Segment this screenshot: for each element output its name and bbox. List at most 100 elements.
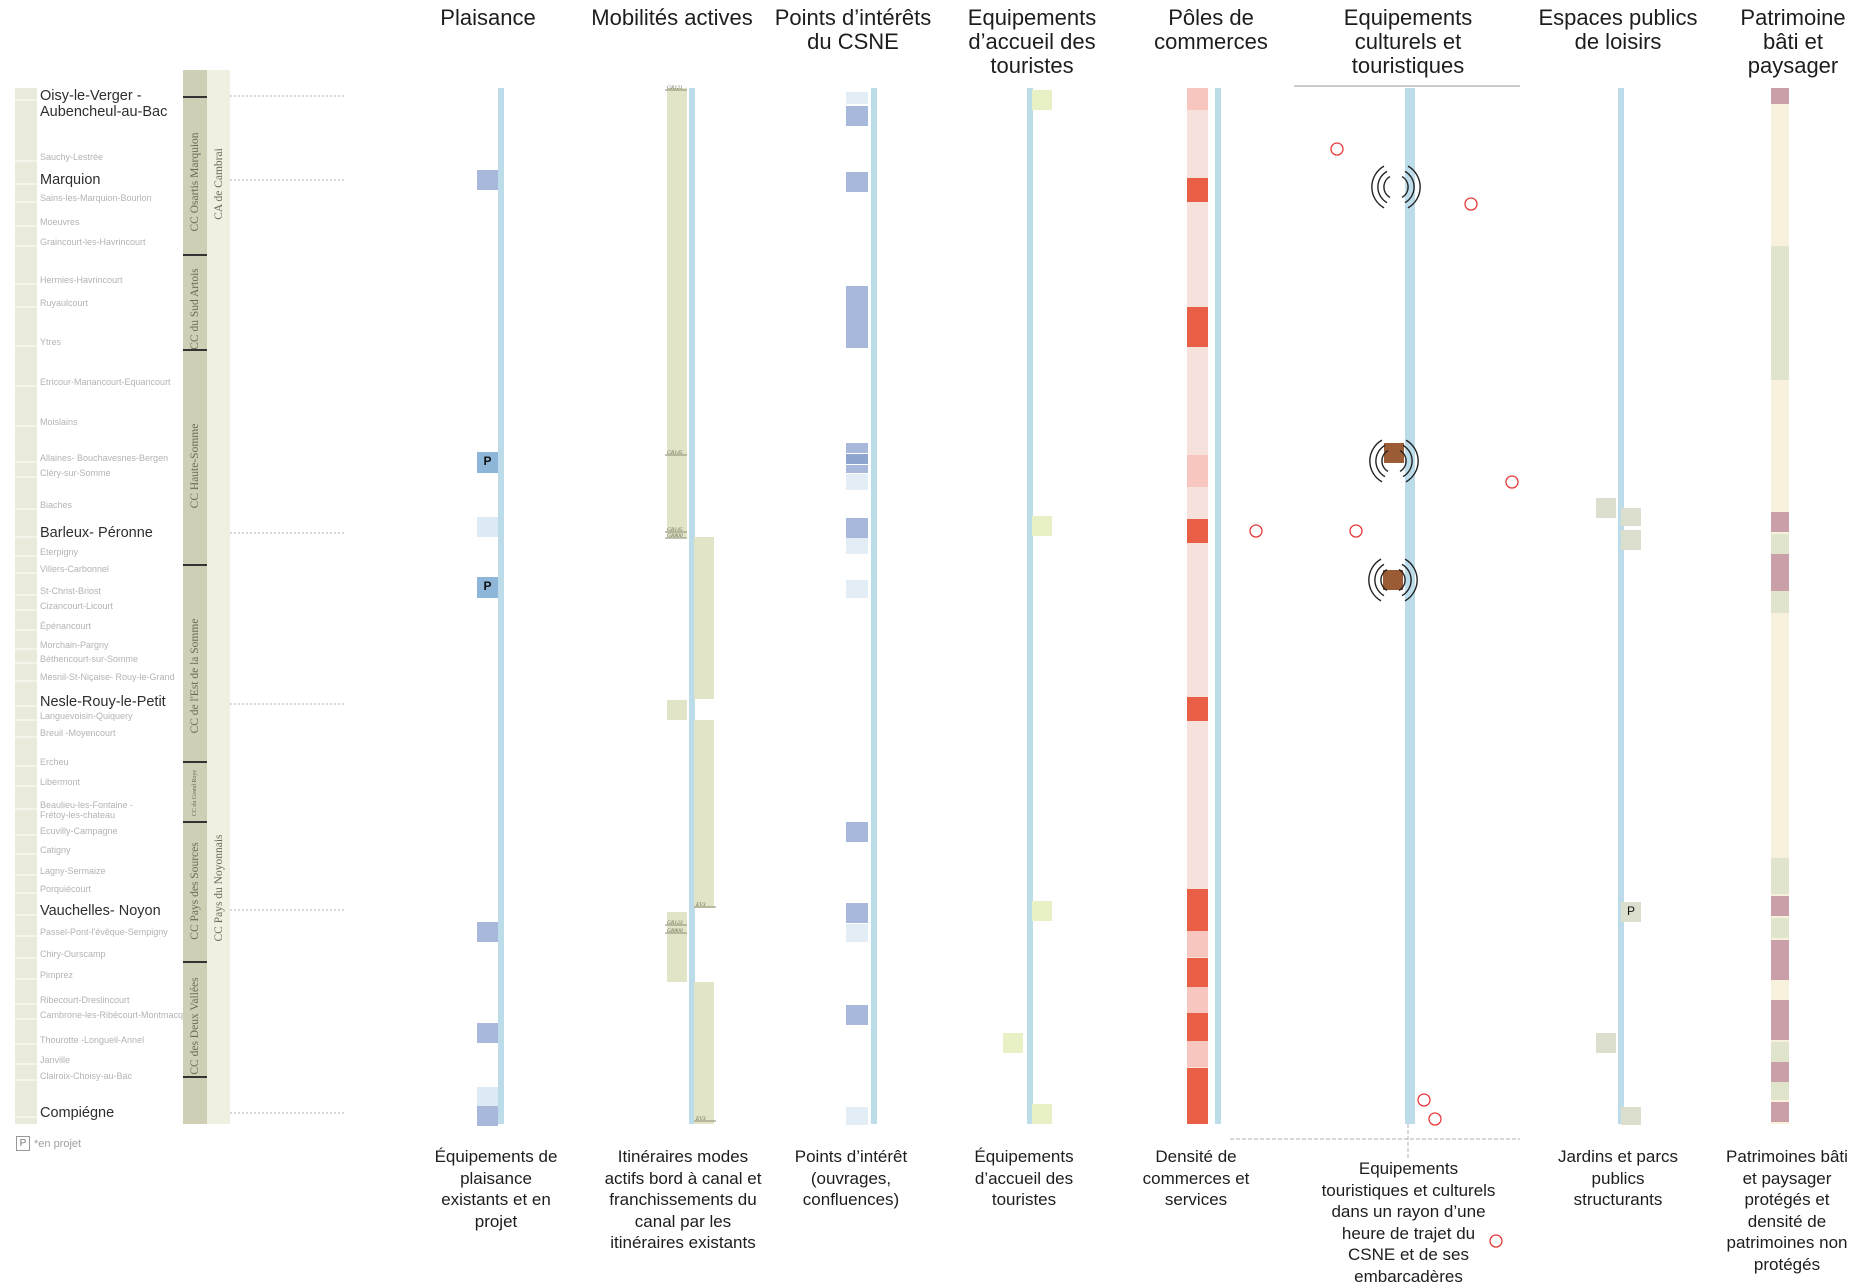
town-label: Ercheu [40,757,69,767]
legend-project-box: P [16,1136,30,1151]
caption-patrimoine: Patrimoines bâti et paysager protégés et… [1726,1147,1848,1274]
title-mobilites: Mobilités actives [591,5,753,30]
title-culturels: Equipements culturels et touristiques [1343,5,1473,78]
heritage-segment [1771,896,1789,916]
town-label: Morchain-Pargny [40,640,109,650]
plaisance-equipment [477,517,498,537]
broadcast-icon [1398,568,1406,592]
town-label: Libermont [40,777,81,787]
commerce-density [1187,519,1208,543]
town-label-major: Nesle-Rouy-le-Petit [40,694,166,710]
accueil-equipment [1032,901,1052,921]
remote-attraction-ring [1249,524,1263,538]
caption-accueil: Équipements d’accueil des touristes [974,1147,1074,1209]
heritage-segment [1771,1042,1789,1062]
cultural-equipment [1384,443,1404,463]
point-interet [846,580,868,598]
town-label-major: Compiégne [40,1105,115,1121]
remote-attraction-ring [1505,475,1519,489]
trail-label: EV3 [695,1116,706,1122]
canal-line [1405,88,1411,1124]
point-interet [846,518,868,538]
trail-segment [667,700,687,720]
point-interet [846,474,868,490]
cultural-equipment [1383,570,1403,590]
remote-attraction-ring [1330,142,1344,156]
public-space [1596,1033,1616,1053]
trail-label: GR800 [667,533,683,539]
heritage-segment [1771,88,1789,104]
commerce-density [1187,455,1208,487]
town-label: Villers-Carbonnel [40,564,109,574]
town-label: Ruyaulcourt [40,298,89,308]
town-strip [15,88,37,1124]
town-label: Eterpigny [40,547,79,557]
heritage-segment [1771,1102,1789,1122]
accueil-equipment [1032,1104,1052,1124]
broadcast-icon [1383,175,1391,199]
broadcast-icon [1407,165,1421,209]
town-label: Janville [40,1055,71,1065]
remote-attraction-ring [1417,1093,1431,1107]
point-interet [846,1005,868,1025]
town-label: Graincourt-les-Havrincourt [40,237,146,247]
canal-line [871,88,877,1124]
broadcast-icon [1404,558,1418,602]
heritage-segment [1771,918,1789,938]
commerce-density [1187,931,1208,957]
public-space [1621,1107,1641,1125]
public-space [1621,902,1641,922]
town-label: Mesnil-St-Niçaise- Rouy-le-Grand [40,672,175,682]
plaisance-equipment [477,170,498,190]
canal-line [1618,88,1624,1124]
point-interet [846,92,868,104]
town-label: Épénancourt [40,621,92,631]
commerce-density [1187,1041,1208,1067]
broadcast-icon [1377,170,1388,204]
title-poles-commerces: Pôles de commerces [1154,5,1268,54]
legend-project-text: *en projet [34,1138,82,1150]
trail-label: GR121 [667,85,683,91]
heritage-segment [1771,534,1789,554]
commerce-density [1187,88,1208,110]
broadcast-icon [1380,568,1388,592]
town-label: Catigny [40,845,71,855]
commerce-density [1187,697,1208,721]
town-label: Béthencourt-sur-Somme [40,654,139,664]
town-label: Thourotte -Longueil-Annel [40,1035,145,1045]
broadcast-icon [1374,563,1385,597]
plaisance-equipment [477,922,498,942]
broadcast-icon [1369,439,1383,483]
point-interet [846,1107,868,1125]
public-space [1621,530,1641,550]
point-interet [846,286,868,348]
title-espaces-publics: Espaces publics de loisirs [1538,5,1698,54]
caption-culturels: Equipements touristiques et culturels da… [1321,1159,1496,1286]
town-label: Beaulieu-les-Fontaine - Frétoy-les-chatea… [40,800,134,820]
point-interet [846,465,868,473]
point-interet [846,903,868,923]
point-interet [846,454,868,464]
trail-segment [667,912,687,982]
plaisance-project [477,577,498,598]
town-label: Porquiécourt [40,884,92,894]
accueil-equipment [1032,90,1052,110]
broadcast-icon [1405,439,1419,483]
commerce-density [1187,1013,1208,1041]
commerce-density [1187,178,1208,202]
broadcast-icon [1404,170,1415,204]
plaisance-equipment [477,1023,498,1043]
town-label: St-Christ-Briost [40,586,102,596]
town-label: Pimprez [40,970,74,980]
heritage-segment [1771,858,1789,894]
caption-points-interet: Points d’intérêt (ouvrages, confluences) [794,1147,908,1209]
town-label: Moislains [40,417,78,427]
point-interet [846,924,868,942]
town-label: Lagny-Sermaize [40,866,106,876]
caption-plaisance: Équipements de plaisance existants et en… [434,1147,558,1231]
trail-segment [694,720,714,908]
trail-label: GR800 [667,928,683,934]
broadcast-icon [1381,449,1389,473]
broadcast-icon [1402,444,1413,478]
